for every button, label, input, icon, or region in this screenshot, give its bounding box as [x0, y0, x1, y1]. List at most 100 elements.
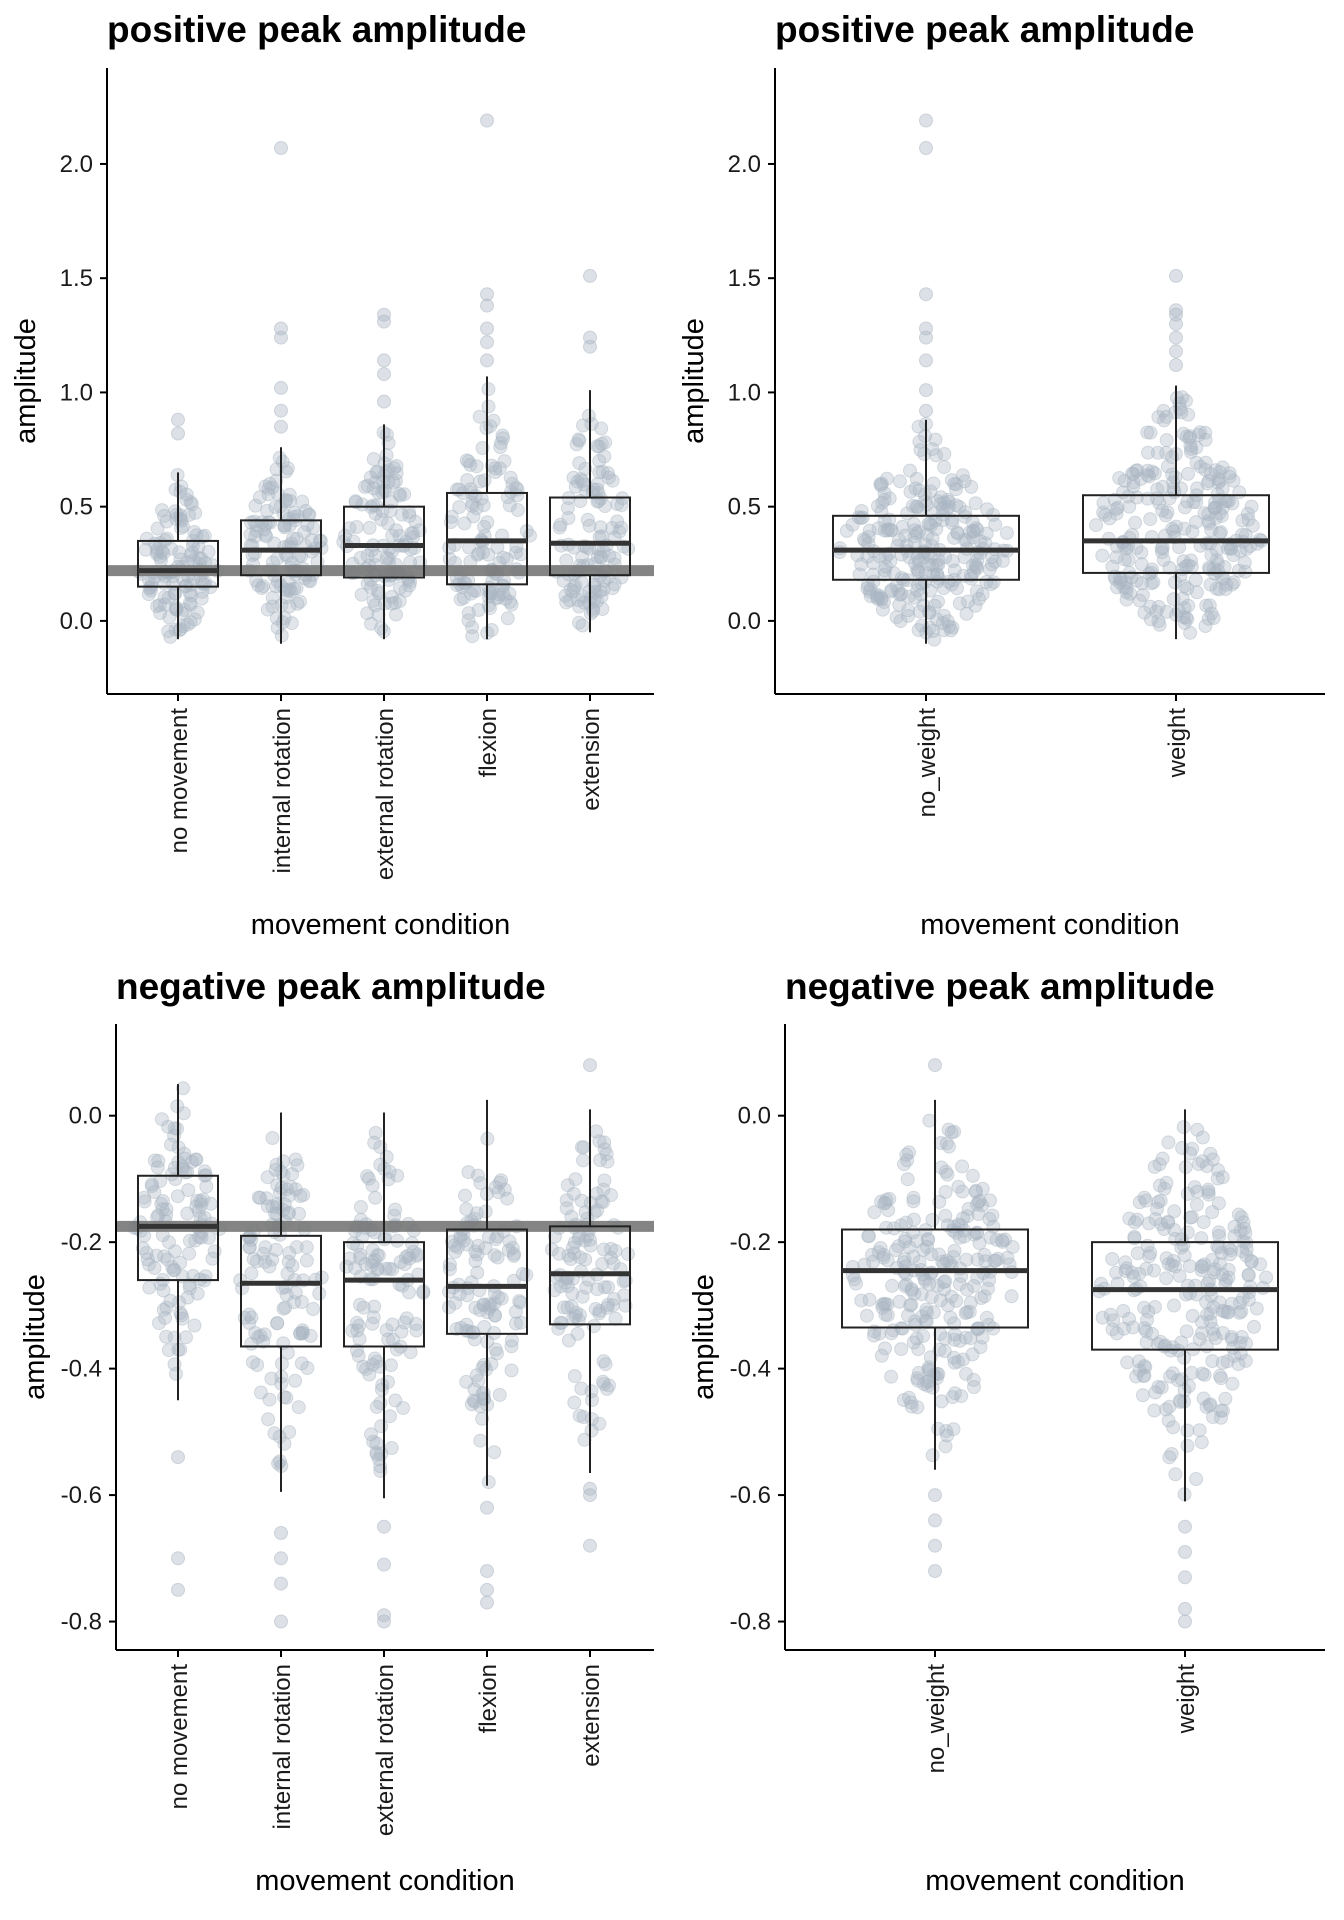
data-point [402, 578, 417, 593]
data-point [312, 533, 327, 548]
data-point [1188, 573, 1203, 587]
data-point [353, 1200, 368, 1214]
data-point [923, 516, 937, 531]
data-point [179, 578, 194, 593]
data-point [289, 581, 304, 596]
data-point [489, 591, 504, 606]
y-tick-label: -0.8 [61, 1609, 102, 1636]
data-point [1152, 1157, 1167, 1172]
data-point [477, 1392, 492, 1407]
data-point [1139, 1335, 1154, 1350]
outlier-point [480, 1500, 494, 1515]
data-point [281, 575, 296, 590]
data-point [910, 1400, 925, 1415]
outlier-point [928, 1058, 942, 1073]
data-point [612, 524, 627, 539]
data-point [605, 473, 620, 488]
data-point [1204, 606, 1219, 621]
outlier-point [1178, 1545, 1192, 1559]
data-point [565, 1286, 580, 1301]
data-point [925, 1212, 940, 1227]
data-point [969, 584, 984, 599]
data-point [592, 584, 607, 599]
data-point [472, 409, 487, 424]
data-point [966, 564, 981, 579]
data-point [476, 1297, 491, 1312]
data-point [1192, 1332, 1207, 1346]
data-point [172, 623, 187, 638]
data-point [277, 1390, 292, 1405]
data-point [495, 428, 510, 443]
data-point [1153, 1334, 1168, 1349]
data-point [570, 474, 585, 489]
data-point [379, 1150, 394, 1164]
data-point [1151, 614, 1166, 629]
outlier-point [377, 394, 391, 409]
data-point [933, 1136, 948, 1150]
chart-title: positive peak amplitude [107, 9, 526, 50]
outlier-point [480, 353, 494, 368]
data-point [394, 507, 409, 522]
data-point [476, 545, 490, 560]
data-point [442, 552, 457, 567]
data-point [584, 417, 599, 431]
outlier-point [480, 113, 494, 128]
data-point [452, 482, 467, 497]
data-point [281, 511, 296, 526]
outlier-point [928, 1488, 942, 1503]
data-point [576, 1153, 590, 1168]
data-point [306, 1302, 321, 1316]
chart-panel-2: positive peak amplitude 0.0 0.5 1.0 1.5 2.0 no… [678, 9, 1325, 941]
data-point [1116, 1303, 1131, 1318]
data-point [461, 454, 476, 469]
y-tick-label: 2.0 [60, 151, 93, 178]
data-point [364, 616, 378, 631]
data-point [1213, 525, 1228, 540]
y-tick-label: -0.4 [730, 1356, 771, 1383]
data-point [368, 548, 383, 563]
data-point [138, 542, 153, 557]
data-point [509, 545, 523, 560]
data-point [374, 1419, 389, 1434]
data-point [568, 578, 583, 593]
data-point [1175, 591, 1190, 606]
data-point [299, 1253, 314, 1268]
data-point [195, 584, 210, 599]
outlier-point [274, 403, 288, 418]
data-point [1183, 625, 1198, 640]
data-point [872, 1326, 887, 1341]
data-point [1174, 1232, 1189, 1247]
data-point [945, 554, 960, 568]
data-point [252, 490, 267, 505]
data-point [360, 548, 375, 563]
data-point [900, 1172, 915, 1187]
chart-panel-3: negative peak amplitude 0.0 -0.2 -0.4 -0.6 -0… [19, 966, 654, 1897]
outlier-point [480, 1582, 494, 1597]
data-point [923, 484, 938, 499]
data-point [581, 408, 596, 423]
outlier-point [1169, 303, 1183, 318]
data-point [358, 479, 372, 494]
data-point [999, 526, 1014, 540]
data-point [892, 474, 907, 489]
data-point [164, 541, 179, 556]
data-point [950, 525, 965, 540]
data-point [903, 484, 918, 499]
box-internal-rotation [240, 447, 322, 644]
outlier-point [274, 1614, 288, 1629]
data-point [1148, 1300, 1162, 1314]
data-point [365, 1243, 380, 1257]
data-point [156, 1194, 170, 1209]
data-point [981, 1317, 996, 1332]
data-point [947, 1124, 962, 1139]
data-point [471, 603, 486, 617]
data-point [300, 1361, 315, 1375]
data-point [242, 1307, 257, 1322]
data-point [169, 600, 183, 615]
data-point [248, 498, 263, 513]
data-point [368, 506, 383, 521]
data-point [597, 1173, 612, 1188]
data-point [1162, 491, 1177, 506]
data-point [488, 465, 503, 479]
data-point [475, 441, 490, 455]
